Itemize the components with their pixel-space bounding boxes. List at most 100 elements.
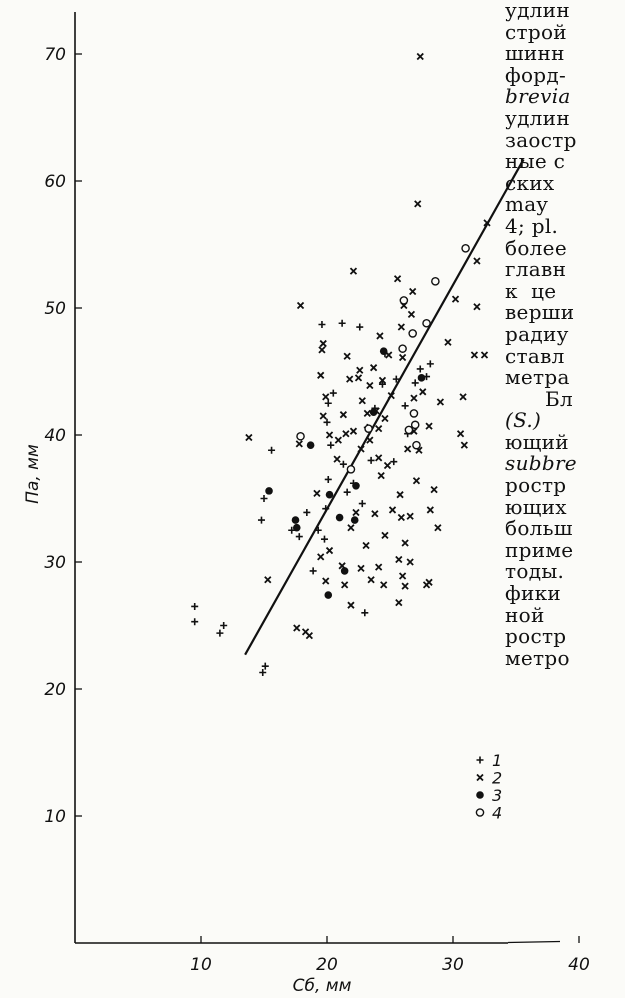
data-point-series-1	[309, 567, 317, 575]
data-point-series-3	[292, 523, 301, 532]
text-line: шинн	[505, 41, 565, 66]
x-tick-label: 10	[190, 955, 212, 975]
data-point-series-4	[296, 431, 305, 441]
data-point-series-2	[322, 393, 330, 401]
data-point-series-2	[398, 572, 407, 580]
data-point-series-2	[383, 461, 392, 470]
y-tick-label: 70	[44, 45, 66, 65]
x-tick-label: 40	[568, 955, 590, 975]
data-point-series-2	[375, 563, 383, 571]
y-tick-label: 10	[44, 807, 66, 827]
text-line: subbre	[505, 451, 577, 476]
data-point-series-2	[357, 564, 365, 572]
data-point-series-2	[470, 351, 479, 359]
x-axis-title: Сб, мм	[293, 976, 352, 996]
data-point-series-2	[419, 388, 427, 396]
legend-marker-1	[476, 756, 484, 764]
data-point-series-2	[358, 397, 366, 405]
data-point-series-2	[434, 524, 442, 532]
data-point-series-2	[425, 422, 433, 430]
axes	[74, 12, 561, 944]
data-point-series-1	[339, 460, 347, 468]
data-point-series-1	[343, 488, 351, 496]
text-line: приме	[505, 537, 574, 562]
data-point-series-2	[397, 323, 405, 331]
data-point-series-2	[375, 454, 383, 462]
x-tick-label: 20	[316, 955, 338, 975]
y-axis-title: Па, мм	[23, 444, 43, 504]
text-line: ющий	[505, 429, 569, 454]
data-point-series-2	[367, 576, 375, 584]
data-point-series-1	[191, 618, 199, 626]
data-point-series-1	[378, 380, 386, 388]
text-line: ростр	[505, 624, 567, 649]
axis-ticks: 10 20 30 40 10 20 30 40 50 60 70	[44, 45, 589, 975]
data-point-series-1	[260, 495, 268, 502]
data-point-series-1	[426, 360, 434, 368]
y-tick-label: 30	[44, 553, 66, 573]
data-point-series-2	[334, 436, 342, 444]
data-point-series-2	[381, 531, 389, 539]
data-point-series-2	[366, 436, 374, 444]
text-line: главн	[505, 257, 567, 282]
text-line: 4; pl.	[505, 213, 559, 238]
text-line: ростр	[505, 473, 567, 498]
data-point-series-1	[411, 379, 419, 387]
data-point-series-1	[303, 508, 311, 516]
data-point-series-2	[377, 472, 385, 480]
data-point-series-1	[220, 622, 228, 629]
data-point-series-4	[398, 344, 407, 353]
data-point-series-1	[257, 516, 265, 524]
text-line: форд-	[505, 62, 567, 87]
text-line: больш	[505, 516, 573, 541]
data-point-series-2	[430, 485, 438, 494]
data-point-series-1	[318, 321, 326, 329]
data-point-series-1	[327, 441, 335, 449]
data-point-series-2	[473, 303, 481, 311]
data-point-series-2	[398, 353, 407, 362]
legend-label: 3	[492, 786, 502, 805]
data-point-series-2	[387, 391, 395, 400]
data-point-series-3	[325, 490, 334, 499]
data-point-series-2	[342, 430, 350, 438]
text-line: более	[505, 235, 567, 260]
legend-marker-3	[476, 791, 484, 799]
data-point-series-2	[341, 581, 349, 589]
data-point-series-1	[259, 668, 267, 676]
data-point-series-2	[404, 445, 412, 453]
data-point-series-2	[381, 414, 389, 423]
text-line: brevia	[505, 84, 571, 109]
data-point-series-4	[409, 409, 419, 418]
data-point-series-2	[376, 332, 384, 340]
data-point-series-4	[404, 425, 414, 435]
data-point-series-1	[261, 662, 269, 670]
data-point-series-2	[406, 558, 414, 566]
data-point-series-1	[392, 375, 400, 383]
data-point-series-2	[369, 364, 378, 372]
data-point-series-2	[378, 376, 387, 385]
data-point-series-2	[460, 441, 468, 449]
data-point-series-4	[412, 440, 421, 450]
regression-line-layer	[244, 158, 525, 656]
data-point-series-4	[431, 277, 440, 286]
data-point-series-2	[346, 375, 354, 383]
data-point-series-1	[295, 533, 303, 541]
data-point-series-4	[422, 318, 431, 328]
data-point-series-1	[367, 456, 375, 464]
regression-line	[244, 158, 525, 656]
y-tick-label: 40	[44, 426, 66, 446]
data-point-series-2	[347, 601, 355, 609]
data-point-series-2	[410, 394, 418, 402]
data-point-series-3	[335, 513, 344, 522]
data-point-series-3	[265, 487, 273, 495]
y-tick-label: 50	[44, 299, 66, 319]
data-point-series-2	[362, 541, 370, 550]
data-point-series-1	[356, 323, 364, 331]
data-point-series-2	[407, 310, 416, 318]
text-line: ских	[505, 170, 555, 195]
data-point-series-2	[349, 427, 358, 435]
data-point-series-2	[293, 624, 301, 632]
data-point-series-2	[436, 398, 445, 406]
text-line: Бл	[505, 386, 573, 411]
